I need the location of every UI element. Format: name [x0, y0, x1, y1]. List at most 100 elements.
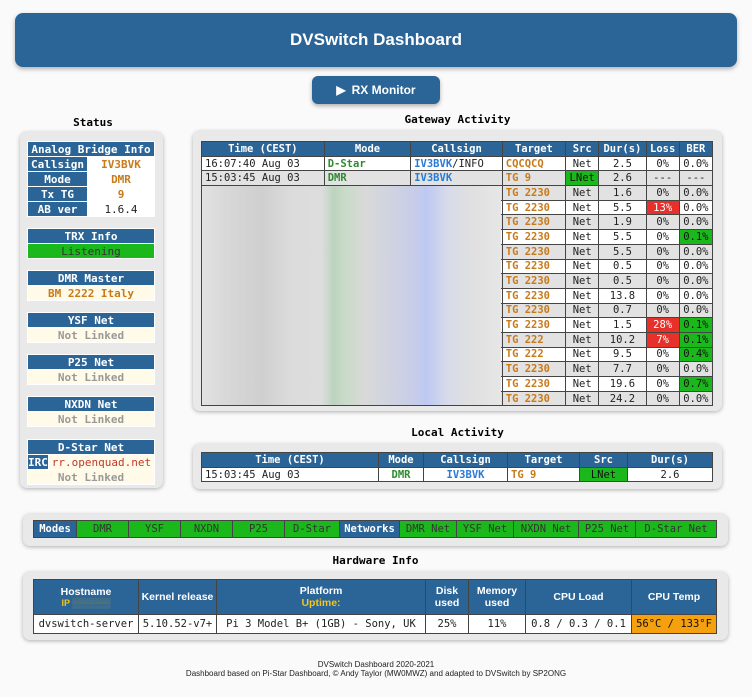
cpu-load-value: 0.8 / 0.3 / 0.1 [525, 614, 632, 634]
dmr-master-title: DMR Master [27, 270, 155, 286]
mode-ysf: YSF [128, 520, 181, 538]
table-row[interactable]: 16:07:40 Aug 03 D-Star IV3BVK/INFO CQCQC… [201, 155, 714, 172]
play-icon: ▶ [336, 83, 346, 97]
row-src: Net [565, 229, 600, 245]
ab-ver-label: AB ver [27, 201, 88, 217]
row-target: TG 2230 [501, 258, 567, 275]
ip-label: IP [61, 598, 70, 608]
hardware-title: Hardware Info [332, 554, 419, 567]
row-time: 15:03:45 Aug 03 [201, 466, 379, 483]
row-ber: 0.0% [678, 258, 714, 275]
row-ber: 0.0% [678, 185, 714, 201]
row-ber: 0.0% [678, 199, 714, 216]
row-loss: 0% [645, 258, 680, 275]
gw-col-dur: Dur(s) [598, 141, 647, 157]
row-target: TG 9 [501, 170, 567, 187]
net-dmr: DMR Net [398, 520, 458, 538]
row-ber: 0.0% [678, 361, 714, 377]
gw-col-src: Src [565, 141, 600, 157]
rx-monitor-button[interactable]: ▶ RX Monitor [312, 76, 440, 104]
row-dur: 13.8 [598, 287, 647, 304]
hw-col-kernel: Kernel release [138, 579, 217, 615]
row-src: Net [565, 258, 600, 275]
row-src: Net [565, 317, 600, 333]
trx-title: TRX Info [27, 228, 155, 244]
row-dur: 1.5 [598, 317, 647, 333]
net-dstar: D-Star Net [635, 520, 717, 538]
callsign-link[interactable]: IV3BVK [414, 172, 453, 185]
row-src: Net [565, 273, 600, 289]
uptime-label: Uptime: [301, 597, 341, 609]
row-target: TG 2230 [501, 287, 567, 304]
mode-dmr: DMR [76, 520, 129, 538]
local-title: Local Activity [411, 426, 504, 439]
row-dur: 2.6 [598, 170, 647, 187]
row-loss: 0% [645, 214, 680, 231]
row-ber: 0.0% [678, 287, 714, 304]
gw-col-time: Time (CEST) [201, 141, 325, 157]
row-ber: 0.0% [678, 243, 714, 260]
hw-col-disk: Disk used [425, 579, 469, 615]
hw-col-cpu-load: CPU Load [525, 579, 632, 615]
row-loss: 0% [645, 155, 680, 172]
modes-table: Modes DMR YSF NXDN P25 D-Star Networks D… [33, 520, 717, 538]
row-ber: 0.1% [678, 317, 714, 333]
dashboard-title: DVSwitch Dashboard [290, 30, 462, 49]
row-loss: 0% [645, 287, 680, 304]
callsign-link[interactable]: IV3BVK [414, 157, 453, 170]
row-loss: 0% [645, 302, 680, 319]
local-table: Time (CEST) Mode Callsign Target Src Dur… [201, 452, 713, 483]
row-target: TG 2230 [501, 361, 567, 377]
memory-value: 11% [468, 614, 526, 634]
row-callsign: IV3BVK/INFO [410, 155, 503, 172]
row-loss: 28% [645, 317, 680, 333]
row-ber: 0.0% [678, 273, 714, 289]
kernel-value: 5.10.52-v7+ [138, 614, 217, 634]
row-loss: 7% [645, 331, 680, 348]
modes-label: Modes [33, 520, 77, 538]
networks-label: Networks [339, 520, 400, 538]
status-title: Status [73, 116, 113, 129]
footer: DVSwitch Dashboard 2020-2021 Dashboard b… [0, 660, 752, 678]
mode-nxdn: NXDN [180, 520, 233, 538]
row-src: Net [565, 185, 600, 201]
footer-line1: DVSwitch Dashboard 2020-2021 [317, 660, 435, 669]
row-callsign: IV3BVK [410, 170, 503, 187]
row-dur: 5.5 [598, 243, 647, 260]
ab-title: Analog Bridge Info [27, 141, 155, 157]
row-src: Net [565, 376, 600, 392]
row-dur: 5.5 [598, 229, 647, 245]
table-row: dvswitch-server 5.10.52-v7+ Pi 3 Model B… [33, 614, 717, 634]
row-src: Net [565, 361, 600, 377]
row-loss: 0% [645, 361, 680, 377]
row-dur: 10.2 [598, 331, 647, 348]
row-src: Net [565, 214, 600, 231]
row-loss: 0% [645, 243, 680, 260]
row-loss: 0% [645, 390, 680, 407]
p25-value: Not Linked [27, 369, 155, 385]
row-dur: 24.2 [598, 390, 647, 407]
row-target: TG 2230 [501, 185, 567, 201]
row-src: Net [565, 243, 600, 260]
row-dur: 2.6 [627, 466, 713, 483]
callsign-link[interactable]: IV3BVK [423, 466, 508, 483]
row-time: 16:07:40 Aug 03 [201, 155, 325, 172]
row-loss: 0% [645, 185, 680, 201]
row-target: TG 9 [507, 466, 580, 483]
callsign-suffix: /INFO [452, 157, 484, 170]
loc-col-mode: Mode [378, 452, 424, 468]
p25-title: P25 Net [27, 354, 155, 370]
ysf-value: Not Linked [27, 327, 155, 343]
table-row[interactable]: 15:03:45 Aug 03 DMR IV3BVK TG 9 LNet 2.6 [201, 466, 713, 483]
row-target: CQCQCQ [501, 155, 567, 172]
redacted-region [202, 186, 501, 405]
row-target: TG 222 [501, 346, 567, 363]
gateway-title: Gateway Activity [404, 113, 511, 126]
ab-mode-value: DMR [87, 171, 155, 187]
row-src: Net [565, 302, 600, 319]
row-ber: 0.0% [678, 214, 714, 231]
table-row[interactable]: 15:03:45 Aug 03 DMR IV3BVK TG 9 LNet 2.6… [201, 170, 714, 187]
hw-col-platform: Platform Uptime: [216, 579, 426, 615]
row-loss: 0% [645, 346, 680, 363]
gw-col-loss: Loss [645, 141, 680, 157]
